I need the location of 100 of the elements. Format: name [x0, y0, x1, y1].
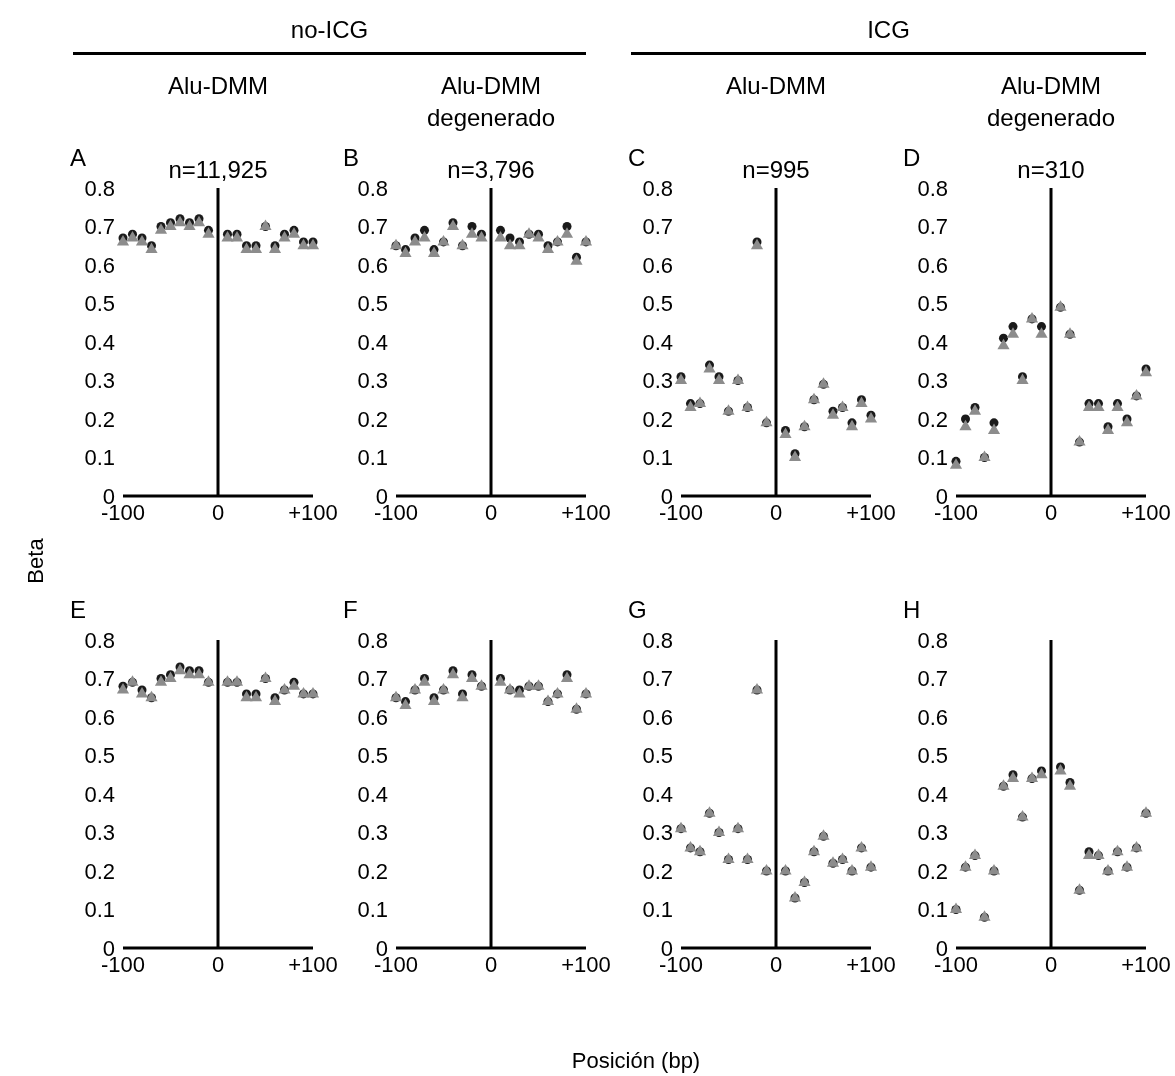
y-tick-label: 0.7 — [357, 214, 388, 240]
y-tick-label: 0.8 — [917, 627, 948, 653]
x-axis-title: Posición (bp) — [570, 1048, 702, 1074]
y-tick-label: 0.3 — [917, 820, 948, 846]
text: H — [903, 596, 921, 624]
y-tick-label: 0.3 — [642, 820, 673, 846]
chart-subtitle: Alu-DMM — [725, 71, 827, 101]
y-tick-label: 0.1 — [84, 445, 115, 471]
y-tick-label: 0.6 — [642, 704, 673, 730]
y-tick-label: 0.1 — [917, 897, 948, 923]
text: C — [628, 144, 646, 172]
y-tick-label: 0.5 — [84, 743, 115, 769]
chart-subtitle: Alu-DMM degenerado — [425, 71, 557, 133]
y-tick-label: 0.6 — [917, 704, 948, 730]
y-tick-label: 0.7 — [84, 666, 115, 692]
y-tick-label: 0.4 — [357, 329, 388, 355]
y-tick-label: 0.2 — [917, 406, 948, 432]
x-tick-label: 0 — [210, 952, 226, 978]
y-tick-label: 0.1 — [642, 897, 673, 923]
text: G — [628, 596, 647, 624]
text: D — [903, 144, 921, 172]
y-tick-label: 0.5 — [357, 743, 388, 769]
text: B — [343, 144, 360, 172]
y-tick-label: 0.4 — [84, 781, 115, 807]
y-tick-label: 0.2 — [84, 858, 115, 884]
y-tick-label: 0.1 — [357, 445, 388, 471]
text: n=995 — [742, 156, 810, 183]
x-tick-label: 0 — [768, 952, 784, 978]
x-tick-label: +100 — [845, 952, 897, 978]
y-tick-label: 0.6 — [917, 252, 948, 278]
chart-subtitle: Alu-DMM — [167, 71, 269, 101]
y-tick-label: 0.8 — [84, 175, 115, 201]
y-tick-label: 0.4 — [84, 329, 115, 355]
x-tick-label: 0 — [483, 952, 499, 978]
y-tick-label: 0.6 — [357, 704, 388, 730]
y-tick-label: 0.4 — [642, 329, 673, 355]
x-tick-label: +100 — [1120, 500, 1172, 526]
y-tick-label: 0.4 — [357, 781, 388, 807]
x-tick-label: +100 — [287, 500, 339, 526]
x-tick-label: +100 — [560, 952, 612, 978]
chart-title: no-ICG — [73, 14, 586, 55]
y-tick-label: 0.7 — [642, 666, 673, 692]
y-tick-label: 0.4 — [642, 781, 673, 807]
y-tick-label: 0.5 — [357, 291, 388, 317]
y-tick-label: 0.5 — [642, 743, 673, 769]
text: A — [70, 144, 87, 172]
x-tick-label: 0 — [1043, 500, 1059, 526]
y-tick-label: 0.3 — [642, 368, 673, 394]
x-tick-label: 0 — [483, 500, 499, 526]
y-tick-label: 0.7 — [642, 214, 673, 240]
y-tick-label: 0.2 — [84, 406, 115, 432]
y-tick-label: 0.6 — [642, 252, 673, 278]
x-tick-label: +100 — [560, 500, 612, 526]
y-tick-label: 0.2 — [642, 858, 673, 884]
y-axis-title: Beta — [23, 537, 49, 586]
y-tick-label: 0.3 — [84, 820, 115, 846]
y-tick-label: 0.2 — [642, 406, 673, 432]
y-tick-label: 0.2 — [357, 858, 388, 884]
y-tick-label: 0.8 — [357, 175, 388, 201]
y-tick-label: 0.5 — [642, 291, 673, 317]
y-tick-label: 0.5 — [917, 291, 948, 317]
x-tick-label: +100 — [845, 500, 897, 526]
y-tick-label: 0.8 — [642, 175, 673, 201]
x-tick-label: 0 — [768, 500, 784, 526]
x-tick-label: 0 — [1043, 952, 1059, 978]
chart-title: ICG — [631, 14, 1146, 55]
text: F — [343, 596, 358, 624]
y-tick-label: 0.7 — [917, 214, 948, 240]
y-tick-label: 0.1 — [642, 445, 673, 471]
y-tick-label: 0.3 — [357, 820, 388, 846]
x-tick-label: +100 — [1120, 952, 1172, 978]
y-tick-label: 0.4 — [917, 329, 948, 355]
y-tick-label: 0.8 — [642, 627, 673, 653]
y-tick-label: 0.2 — [357, 406, 388, 432]
y-tick-label: 0.3 — [917, 368, 948, 394]
y-tick-label: 0.6 — [84, 704, 115, 730]
y-tick-label: 0.6 — [84, 252, 115, 278]
y-tick-label: 0.1 — [84, 897, 115, 923]
y-tick-label: 0.3 — [84, 368, 115, 394]
text: n=11,925 — [168, 156, 268, 183]
y-tick-label: 0.1 — [917, 445, 948, 471]
y-tick-label: 0.8 — [917, 175, 948, 201]
y-tick-label: 0.8 — [357, 627, 388, 653]
text: E — [70, 596, 87, 624]
y-tick-label: 0.1 — [357, 897, 388, 923]
text: n=3,796 — [447, 156, 535, 183]
y-tick-label: 0.7 — [357, 666, 388, 692]
y-tick-label: 0.2 — [917, 858, 948, 884]
y-tick-label: 0.7 — [917, 666, 948, 692]
chart-subtitle: Alu-DMM degenerado — [985, 71, 1117, 133]
y-tick-label: 0.5 — [84, 291, 115, 317]
y-tick-label: 0.8 — [84, 627, 115, 653]
y-tick-label: 0.6 — [357, 252, 388, 278]
text: n=310 — [1017, 156, 1085, 183]
y-tick-label: 0.7 — [84, 214, 115, 240]
y-tick-label: 0.3 — [357, 368, 388, 394]
y-tick-label: 0.4 — [917, 781, 948, 807]
x-tick-label: 0 — [210, 500, 226, 526]
x-tick-label: +100 — [287, 952, 339, 978]
y-tick-label: 0.5 — [917, 743, 948, 769]
